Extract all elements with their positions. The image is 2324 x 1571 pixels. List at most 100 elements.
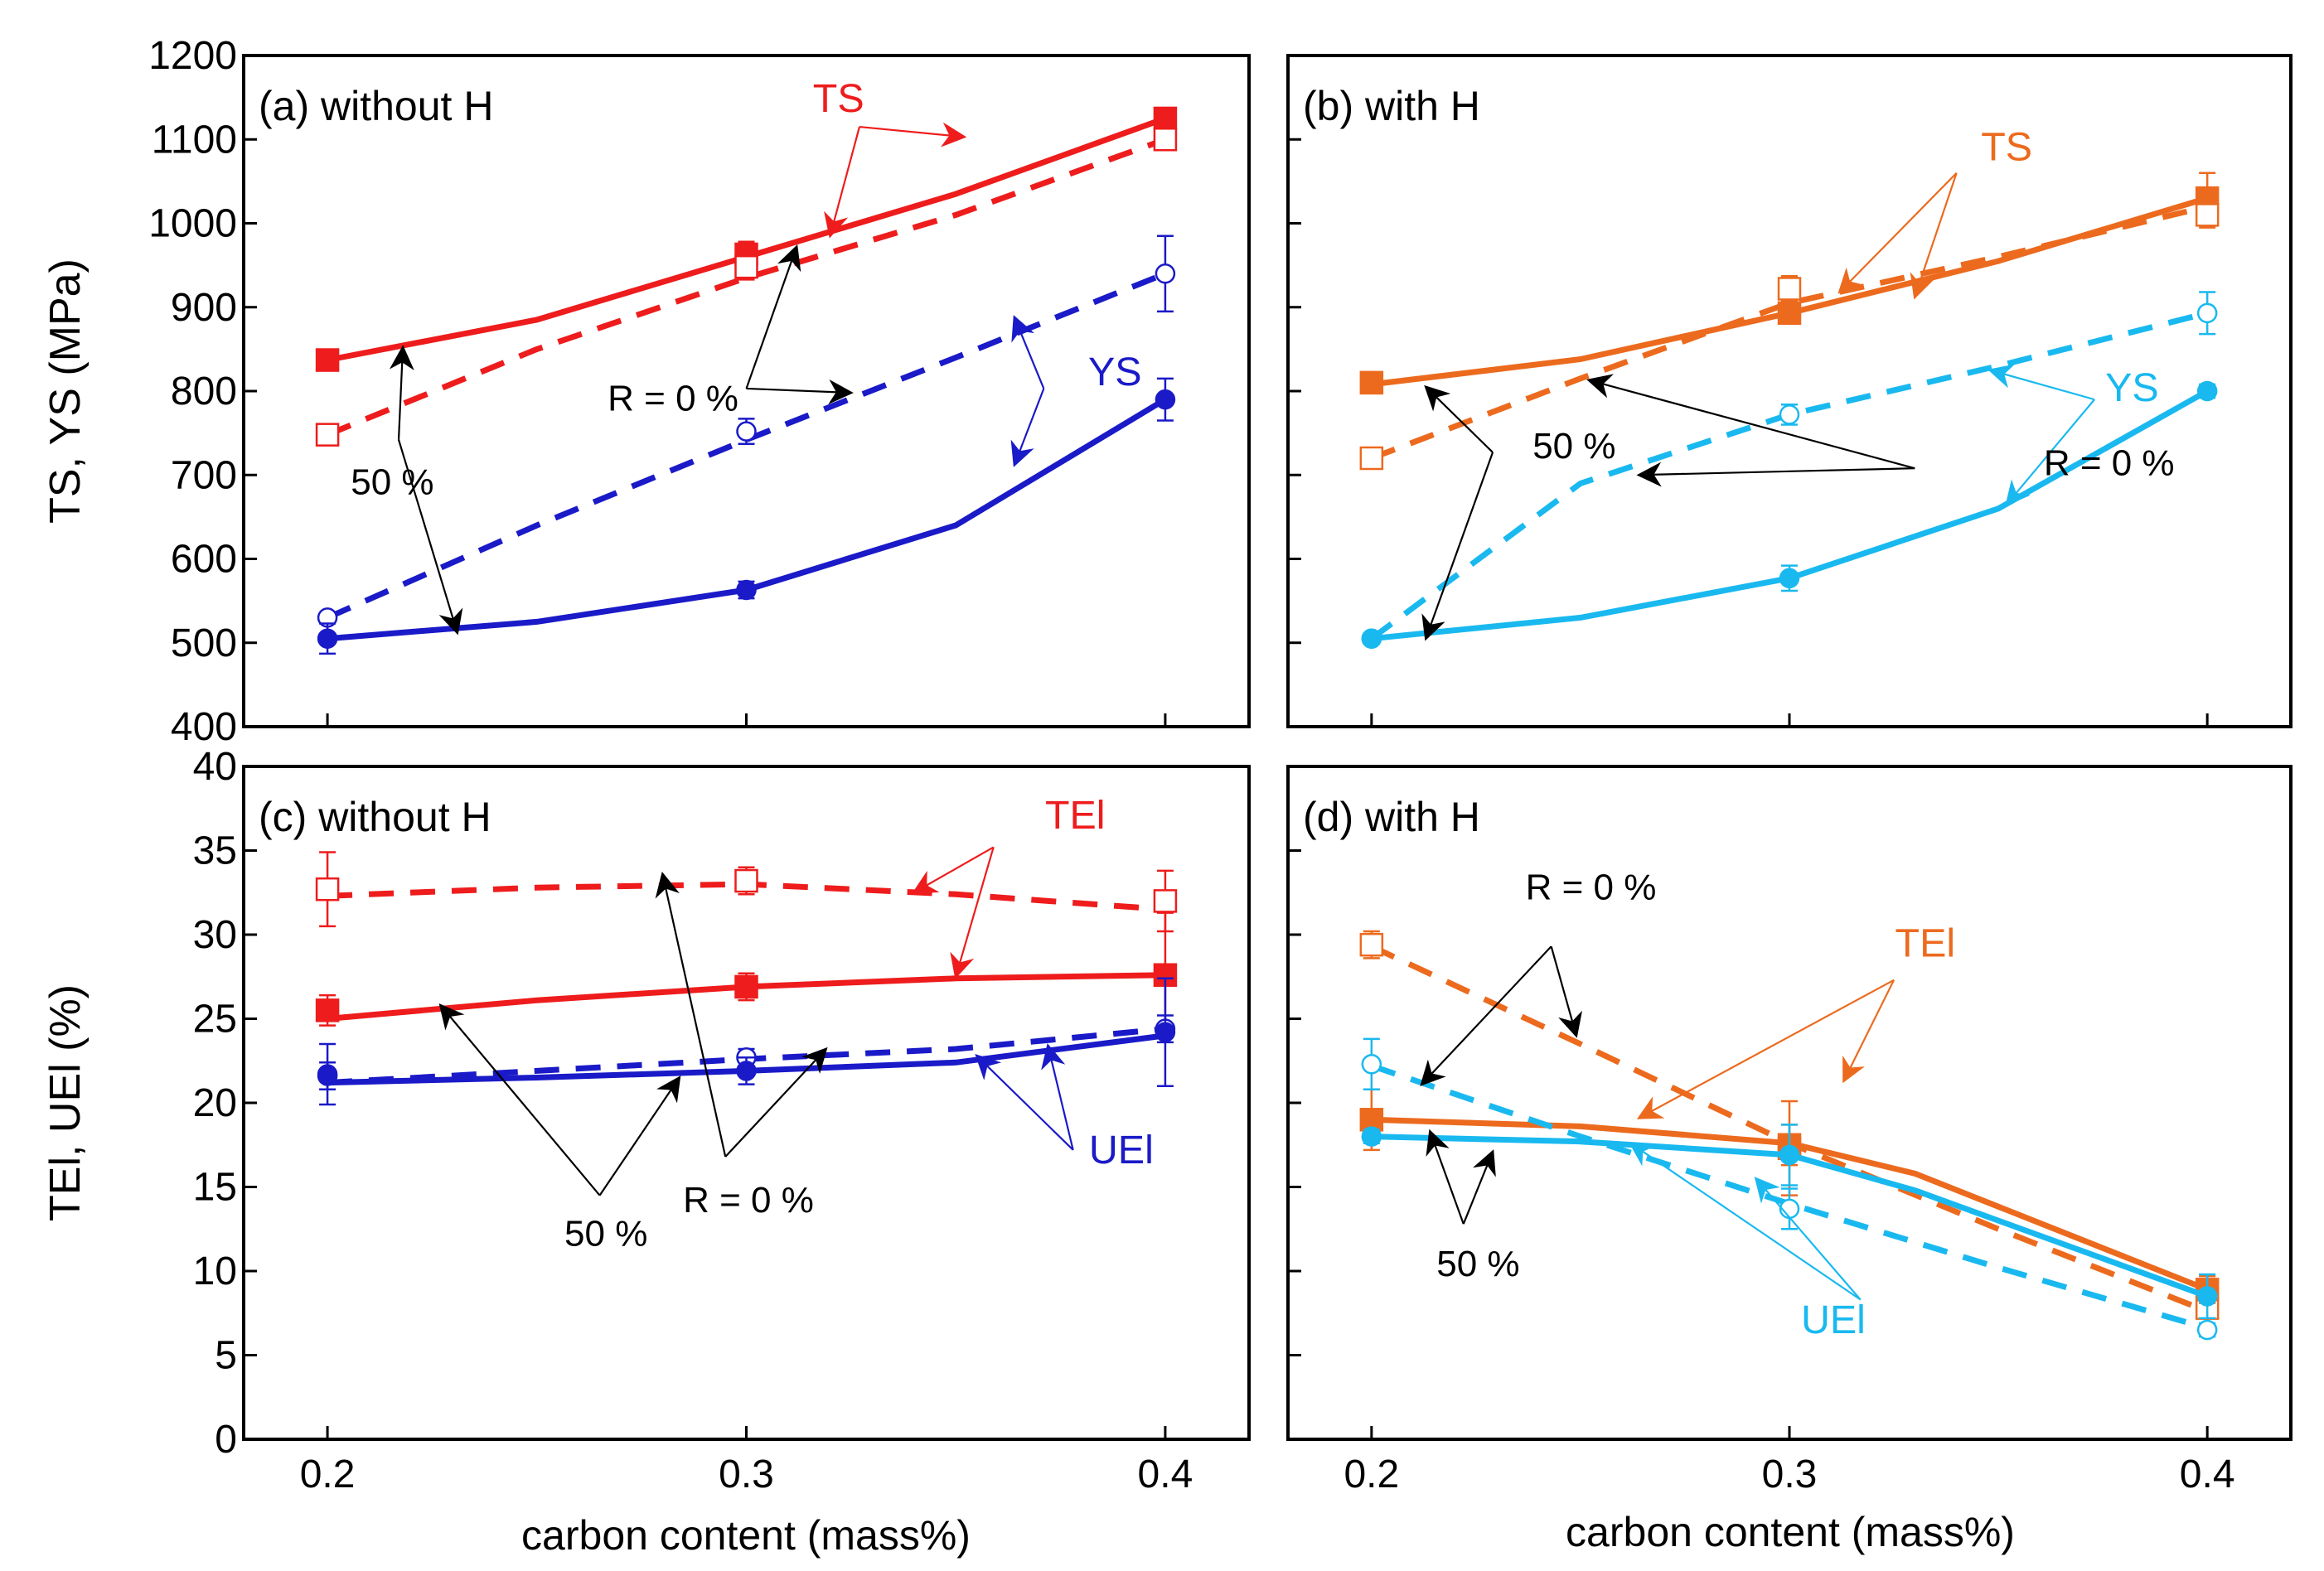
annotation-label: 50 % — [564, 1214, 647, 1254]
data-point — [1155, 389, 1176, 410]
y-axis-label-bottom: TEl, UEl (%) — [41, 984, 90, 1221]
annotation-arrow — [746, 379, 854, 404]
y-tick-label: 35 — [193, 829, 237, 873]
data-point — [1153, 128, 1178, 152]
y-tick-label: 600 — [171, 538, 237, 582]
annotation-arrow — [438, 1003, 601, 1196]
annotation-label: YS — [2105, 365, 2159, 410]
panel-b: TS YS R = 0 % 50 % (b) with H — [1286, 54, 2293, 728]
annotation-arrow — [1420, 945, 1552, 1086]
panel-c: 0 5 10 15 20 25 30 35 40 0.2 0.3 0.4 TEl UEl R = 0 % 50… — [193, 745, 1251, 1559]
panel-b-title: (b) with H — [1303, 83, 1480, 129]
data-point — [1361, 1126, 1382, 1147]
data-point — [315, 877, 340, 902]
y-tick-label: 15 — [193, 1166, 237, 1210]
y-tick-label: 25 — [193, 998, 237, 1042]
annotation-label: UEl — [1089, 1128, 1154, 1172]
annotation-label: TS — [1981, 125, 2032, 170]
data-point — [2195, 203, 2220, 227]
annotation-label: 50 % — [1436, 1244, 1519, 1284]
annotation-label: R = 0 % — [1526, 867, 1657, 907]
annotation-arrow — [1628, 1142, 1862, 1301]
data-point — [736, 579, 757, 601]
data-point — [315, 423, 340, 447]
data-point — [1777, 277, 1802, 301]
y-tick-label: 20 — [193, 1081, 237, 1125]
annotation-arrow — [859, 122, 967, 147]
annotation-arrow — [950, 847, 995, 979]
panel-b-plot: TS YS R = 0 % 50 % — [1288, 54, 2220, 728]
x-tick-label: 0.3 — [1762, 1453, 1818, 1496]
panel-d-title: (d) with H — [1303, 794, 1480, 840]
annotation-arrow — [824, 126, 861, 239]
annotation-label: R = 0 % — [2044, 442, 2175, 483]
data-point — [734, 974, 758, 999]
y-tick-label: 1100 — [152, 118, 237, 162]
annotation-arrow — [1041, 1043, 1074, 1151]
y-tick-label: 30 — [193, 913, 237, 957]
annotation-label: R = 0 % — [683, 1180, 814, 1221]
annotation-arrow — [1837, 172, 1958, 294]
panel-c-plot: 0 5 10 15 20 25 30 35 40 0.2 0.3 0.4 TEl UEl R = 0 % 50… — [193, 745, 1193, 1496]
series-line — [1370, 203, 2209, 462]
data-point — [2196, 1319, 2218, 1341]
panel-c-xlabel: carbon content (mass%) — [521, 1512, 971, 1559]
annotation-arrow — [1910, 172, 1958, 300]
annotation-arrow — [724, 1047, 828, 1158]
annotation-arrow — [1421, 452, 1494, 641]
data-point — [736, 1061, 757, 1081]
annotation-label: 50 % — [1532, 426, 1615, 466]
data-point — [1359, 370, 1384, 395]
y-tick-label: 800 — [171, 370, 237, 413]
annotation-arrow — [1011, 315, 1045, 389]
annotation-arrow — [1636, 462, 1915, 487]
data-point — [317, 628, 338, 649]
y-tick-label: 10 — [193, 1250, 237, 1293]
data-point — [734, 254, 758, 279]
data-point — [1361, 1054, 1382, 1075]
y-tick-label: 500 — [171, 621, 237, 665]
y-tick-label: 1000 — [148, 202, 237, 246]
data-point — [2196, 1286, 2218, 1307]
data-point — [1155, 1022, 1176, 1042]
series-line — [1371, 388, 2209, 642]
x-tick-label: 0.4 — [2180, 1453, 2235, 1496]
annotation-label: YS — [1088, 350, 1142, 394]
panel-a-title: (a) without H — [259, 83, 493, 129]
panel-d-plot: 0.2 0.3 0.4 TEl UEl R = 0 % 50 % — [1288, 765, 2235, 1496]
annotation-arrow — [1426, 1129, 1465, 1225]
y-tick-label: 1200 — [148, 34, 237, 78]
annotation-arrow — [1586, 374, 1915, 470]
x-tick-label: 0.2 — [1344, 1453, 1399, 1496]
series-line — [1370, 1062, 2209, 1332]
annotation-arrow — [1754, 1177, 1862, 1301]
data-point — [1361, 628, 1382, 649]
annotation-arrow — [1988, 364, 2095, 401]
annotation-arrow — [912, 846, 995, 894]
panel-d: 0.2 0.3 0.4 TEl UEl R = 0 % 50 % (d) with H ca… — [1286, 765, 2293, 1555]
data-point — [1359, 932, 1384, 957]
annotation-arrow — [975, 1054, 1074, 1151]
annotation-arrow — [397, 439, 463, 636]
annotation-label: 50 % — [351, 462, 433, 503]
data-point — [1155, 263, 1176, 284]
y-tick-label: 40 — [193, 745, 237, 789]
annotation-label: TEl — [1045, 793, 1106, 838]
annotation-arrow — [1636, 979, 1895, 1119]
y-tick-label: 700 — [171, 453, 237, 497]
annotation-label: R = 0 % — [608, 378, 738, 418]
panel-a: 400 500 600 700 800 900 1000 1100 1200 TS YS R = 0 … — [148, 34, 1251, 749]
data-point — [2196, 380, 2218, 402]
y-tick-label: 5 — [215, 1334, 237, 1378]
data-point — [1153, 889, 1178, 913]
annotation-arrow — [598, 1076, 681, 1196]
annotation-arrow — [745, 244, 801, 389]
annotation-arrow — [1550, 945, 1583, 1038]
panel-c-title: (c) without H — [259, 794, 491, 840]
annotation-arrow — [1842, 979, 1896, 1084]
data-point — [315, 998, 340, 1022]
data-point — [317, 1064, 338, 1085]
annotation-arrow — [1010, 388, 1045, 467]
series-line — [326, 137, 1167, 437]
data-point — [1779, 1144, 1800, 1166]
